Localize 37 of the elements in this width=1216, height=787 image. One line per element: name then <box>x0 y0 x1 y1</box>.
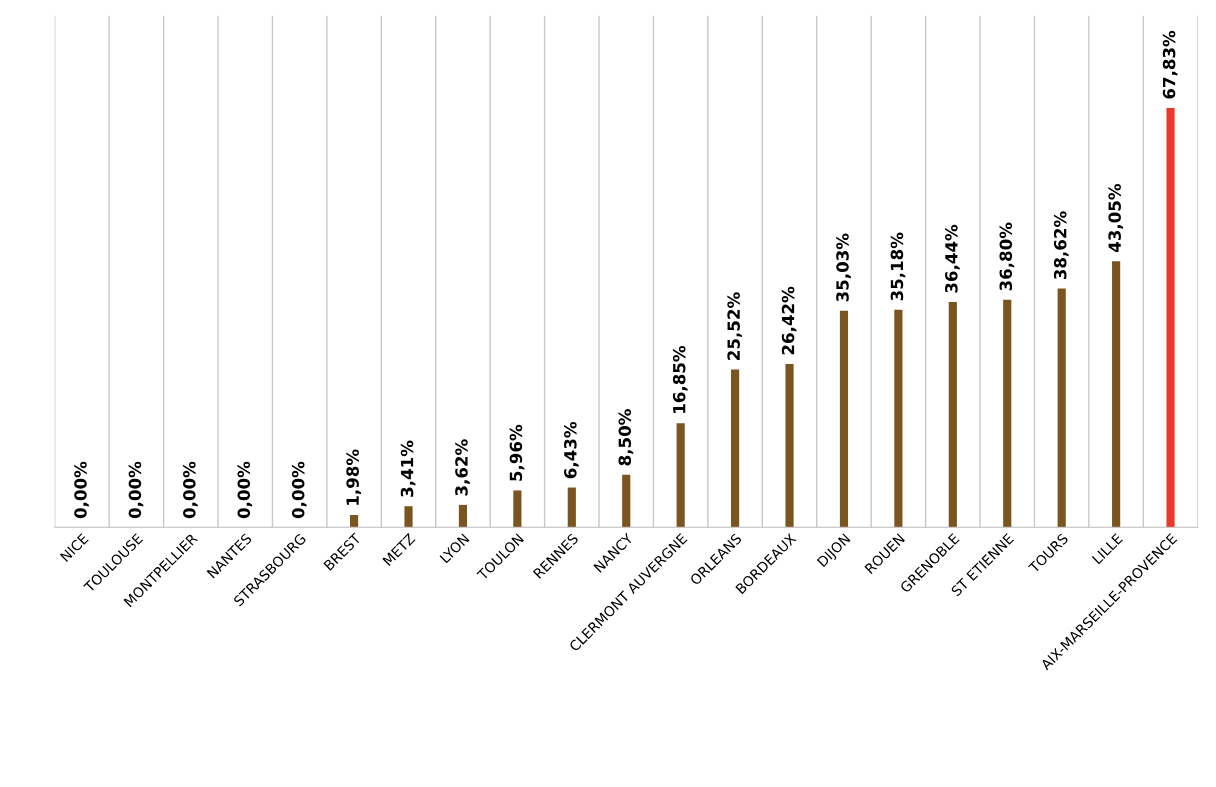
data-label: 0,00% <box>128 461 144 519</box>
bar <box>948 302 957 528</box>
data-label: 36,44% <box>945 224 960 293</box>
bar <box>350 515 359 528</box>
bar <box>731 369 740 528</box>
data-label: 43,05% <box>1108 183 1124 253</box>
data-label: 0,00% <box>291 461 307 519</box>
data-label: 3,41% <box>400 440 416 497</box>
data-label: 25,52% <box>727 292 743 360</box>
data-label: 35,18% <box>890 232 906 301</box>
data-label: 67,83% <box>1162 30 1178 99</box>
bar <box>676 423 685 528</box>
bar <box>839 310 849 528</box>
data-label: 26,42% <box>781 286 797 355</box>
bar <box>1166 107 1175 528</box>
data-label: 5,96% <box>509 424 525 481</box>
bar <box>458 504 468 528</box>
data-label: 36,80% <box>999 222 1015 291</box>
data-label: 3,62% <box>455 439 470 496</box>
data-label: 0,00% <box>183 461 198 519</box>
bar <box>894 309 903 528</box>
data-label: 38,62% <box>1053 211 1069 280</box>
bar <box>1057 288 1066 528</box>
bar <box>1112 261 1121 528</box>
data-label: 35,03% <box>836 233 851 302</box>
data-label: 0,00% <box>237 461 253 519</box>
bar <box>622 474 631 528</box>
data-label: 16,85% <box>672 345 688 413</box>
bar <box>404 506 413 528</box>
data-label: 8,50% <box>618 409 634 466</box>
bar <box>513 490 522 528</box>
bar <box>1003 299 1012 528</box>
data-label: 0,00% <box>74 461 89 519</box>
data-label: 1,98% <box>346 449 362 505</box>
bar <box>785 363 794 528</box>
data-label: 6,43% <box>564 421 579 479</box>
bar <box>567 487 576 528</box>
